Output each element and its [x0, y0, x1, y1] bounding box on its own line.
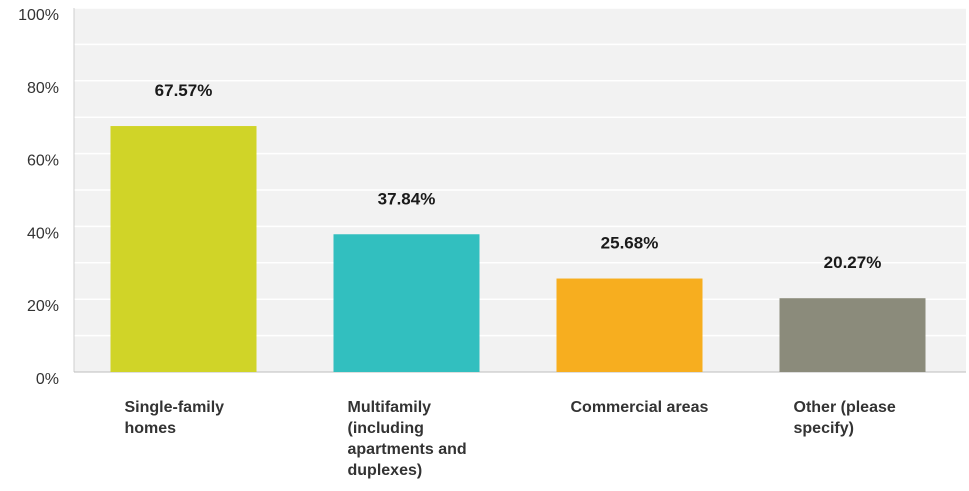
y-axis-ticks: 0% 20% 40% 60% 80% 100%	[18, 7, 59, 388]
x-tick-label: Multifamily (including apartments and du…	[347, 399, 467, 479]
data-label: 25.68%	[601, 234, 659, 253]
y-tick-label: 0%	[36, 371, 59, 388]
y-tick-label: 80%	[27, 80, 59, 97]
y-tick-label: 20%	[27, 298, 59, 315]
y-tick-label: 60%	[27, 153, 59, 170]
data-label: 67.57%	[155, 81, 213, 100]
y-tick-label: 40%	[27, 225, 59, 242]
data-label: 37.84%	[378, 189, 436, 208]
y-tick-label: 100%	[18, 7, 59, 24]
data-label: 20.27%	[824, 253, 882, 272]
bar	[110, 126, 257, 372]
bar	[333, 234, 480, 372]
x-tick-label: Other (please specify)	[793, 399, 896, 437]
x-tick-label: Commercial areas	[570, 399, 709, 416]
bars	[110, 126, 926, 372]
x-tick-label: Single-family homes	[124, 399, 225, 437]
bar	[779, 298, 926, 372]
data-labels: 67.57% 37.84% 25.68% 20.27%	[155, 81, 882, 272]
bar	[556, 278, 703, 372]
